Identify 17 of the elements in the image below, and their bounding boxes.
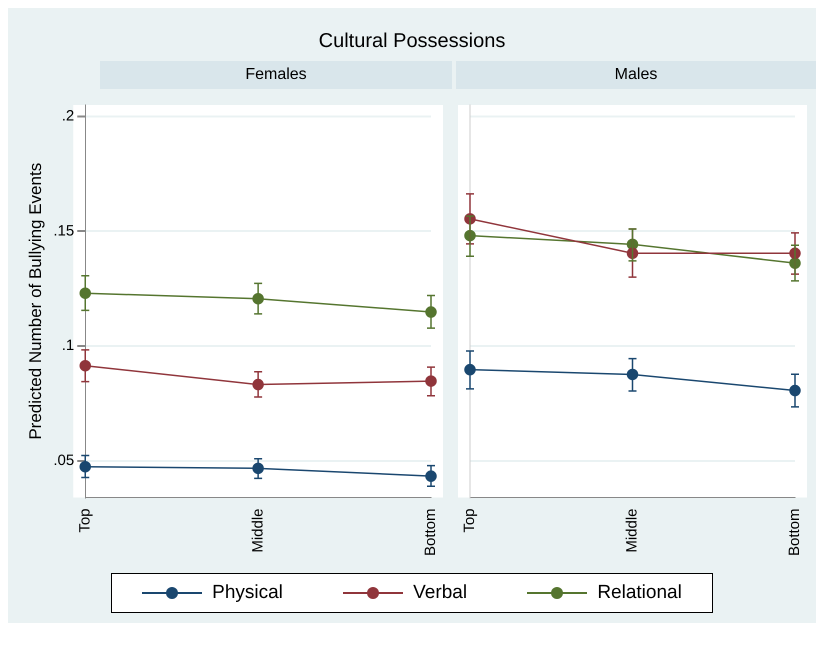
x-tick-label: Middle <box>249 508 266 553</box>
x-tick-label: Bottom <box>786 508 804 556</box>
legend-label: Verbal <box>413 582 468 604</box>
x-tick-label: Top <box>461 508 478 533</box>
chart-subtitle: Females <box>100 61 452 89</box>
y-tick-label: .2 <box>62 108 74 125</box>
y-tick-label: .05 <box>53 452 74 469</box>
chart-title: Cultural Possessions <box>318 29 506 54</box>
y-axis-title: Predicted Number of Bullying Events <box>26 162 45 440</box>
y-tick-label: .1 <box>62 337 74 354</box>
x-tick-label: Middle <box>624 508 641 553</box>
chart-subtitle: Males <box>456 61 816 89</box>
y-tick-label: .15 <box>53 222 74 240</box>
legend-label: Relational <box>597 582 682 604</box>
x-tick-label: Bottom <box>422 508 440 556</box>
x-tick-label: Top <box>76 508 94 533</box>
legend-label: Physical <box>212 582 283 604</box>
